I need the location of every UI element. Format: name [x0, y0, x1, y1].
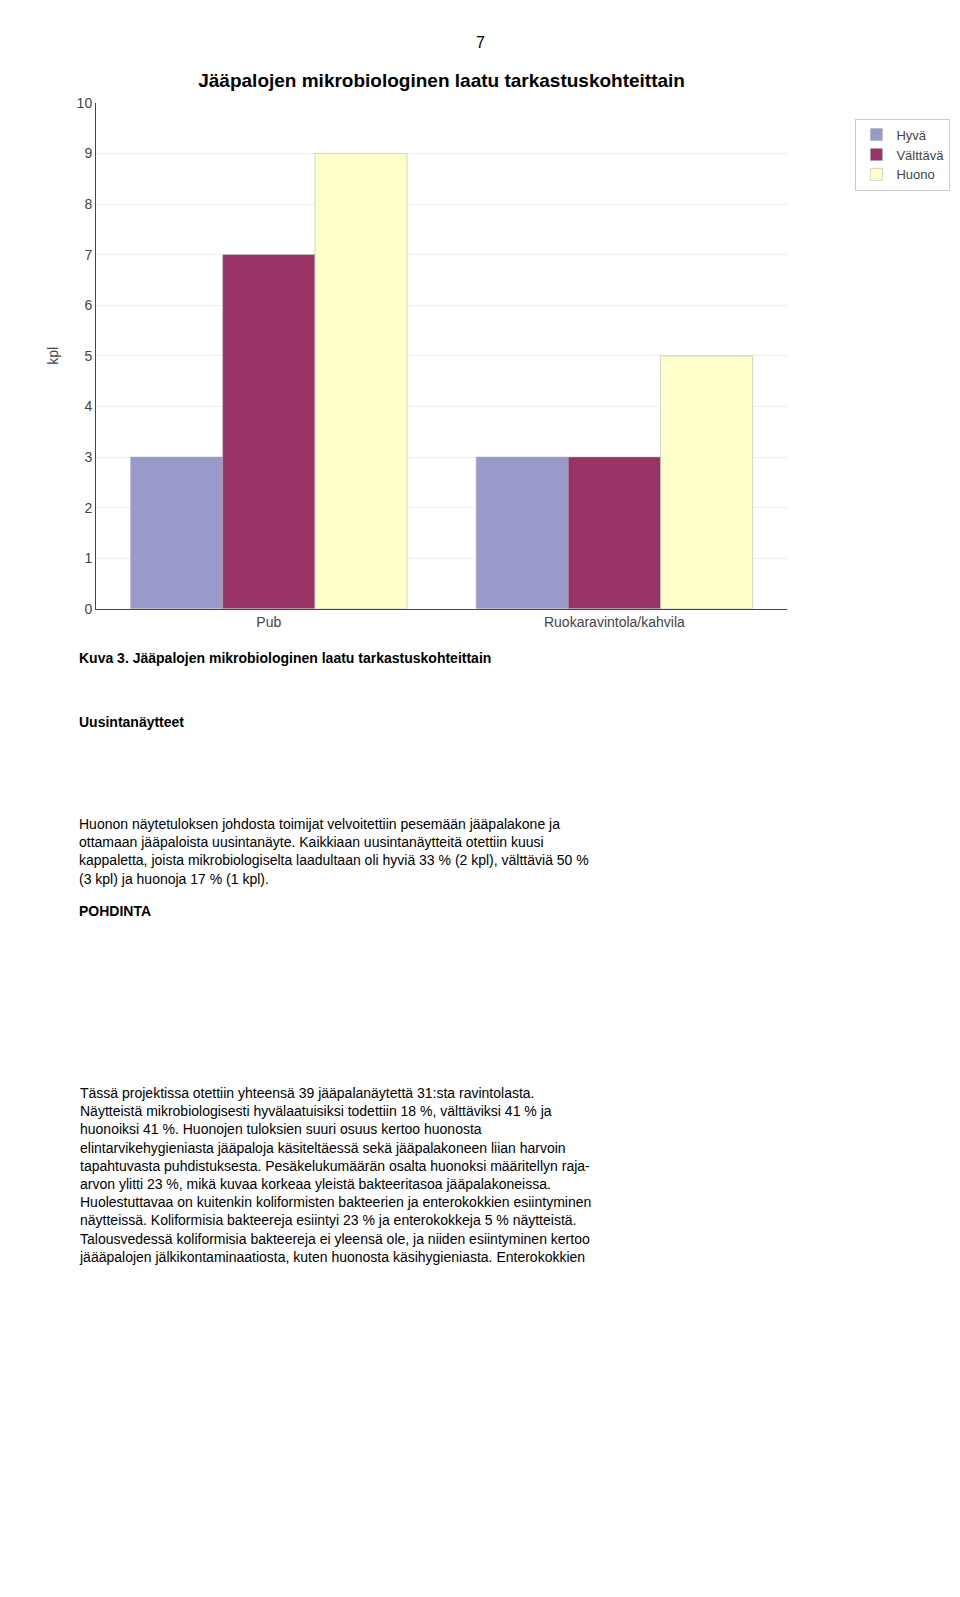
svg-text:1: 1: [84, 550, 92, 566]
svg-text:Kuva 3. Jääpalojen mikrobiolog: Kuva 3. Jääpalojen mikrobiologinen laatu…: [79, 650, 491, 666]
svg-text:Pub: Pub: [256, 614, 281, 630]
svg-text:kpl: kpl: [45, 347, 61, 365]
svg-text:POHDINTA: POHDINTA: [79, 903, 151, 919]
svg-text:Jääpalojen mikrobiologinen laa: Jääpalojen mikrobiologinen laatu tarkast…: [198, 70, 685, 91]
svg-text:8: 8: [84, 196, 92, 212]
svg-text:6: 6: [84, 297, 92, 313]
svg-text:2: 2: [84, 500, 92, 516]
svg-text:Välttävä: Välttävä: [896, 148, 944, 163]
svg-text:Tässä projektissa otettiin yht: Tässä projektissa otettiin yhteensä 39 j…: [79, 1085, 591, 1265]
svg-text:9: 9: [84, 145, 92, 161]
svg-text:5: 5: [84, 348, 92, 364]
svg-text:Huonon näytetuloksen johdosta: Huonon näytetuloksen johdosta toimijat v…: [79, 816, 589, 887]
svg-text:Hyvä: Hyvä: [896, 128, 926, 143]
svg-text:Ruokaravintola/kahvila: Ruokaravintola/kahvila: [544, 614, 685, 630]
svg-text:10: 10: [77, 95, 93, 111]
svg-text:3: 3: [84, 449, 92, 465]
svg-text:0: 0: [84, 601, 92, 617]
svg-text:Huono: Huono: [896, 167, 934, 182]
svg-text:7: 7: [476, 34, 485, 51]
svg-text:Uusintanäytteet: Uusintanäytteet: [79, 714, 184, 730]
svg-text:7: 7: [84, 247, 92, 263]
svg-text:4: 4: [84, 398, 92, 414]
